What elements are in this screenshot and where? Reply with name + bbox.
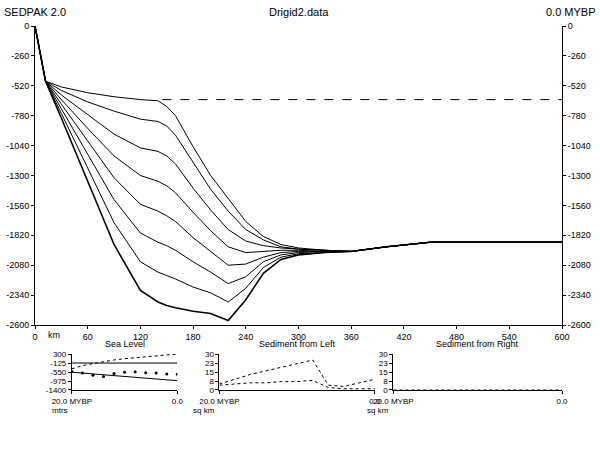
svg-text:-2340: -2340	[568, 290, 591, 300]
svg-text:300: 300	[53, 350, 67, 359]
svg-text:8: 8	[383, 377, 388, 386]
svg-text:180: 180	[186, 332, 201, 342]
svg-text:480: 480	[449, 332, 464, 342]
svg-text:-1300: -1300	[6, 171, 29, 181]
svg-text:30: 30	[205, 350, 214, 359]
svg-text:-2600: -2600	[6, 320, 29, 330]
svg-text:15: 15	[205, 368, 214, 377]
svg-text:0.0: 0.0	[369, 397, 381, 406]
svg-text:15: 15	[379, 368, 388, 377]
svg-text:sq km: sq km	[367, 406, 389, 415]
svg-text:0: 0	[568, 21, 573, 31]
svg-text:-1560: -1560	[6, 201, 29, 211]
svg-text:-1820: -1820	[6, 230, 29, 240]
svg-text:0.0 MYBP: 0.0 MYBP	[546, 6, 596, 18]
svg-text:-2340: -2340	[6, 290, 29, 300]
svg-text:240: 240	[238, 332, 253, 342]
svg-text:mtrs: mtrs	[52, 406, 68, 415]
svg-text:-520: -520	[568, 81, 586, 91]
svg-text:0: 0	[24, 21, 29, 31]
svg-text:-2080: -2080	[568, 260, 591, 270]
svg-text:20.0 MYBP: 20.0 MYBP	[373, 397, 413, 406]
svg-text:-550: -550	[50, 368, 67, 377]
svg-text:sq km: sq km	[193, 406, 215, 415]
svg-text:-1040: -1040	[568, 141, 591, 151]
svg-text:SEDPAK 2.0: SEDPAK 2.0	[4, 6, 66, 18]
svg-text:-1040: -1040	[6, 141, 29, 151]
svg-text:360: 360	[344, 332, 359, 342]
svg-text:-1820: -1820	[568, 230, 591, 240]
svg-text:23: 23	[205, 359, 214, 368]
svg-text:20.0 MYBP: 20.0 MYBP	[52, 397, 92, 406]
svg-text:Sediment from Right: Sediment from Right	[436, 339, 519, 349]
svg-text:30: 30	[379, 350, 388, 359]
svg-text:0.0: 0.0	[556, 397, 568, 406]
svg-text:-2600: -2600	[568, 320, 591, 330]
svg-text:20.0 MYBP: 20.0 MYBP	[199, 397, 239, 406]
svg-text:-260: -260	[568, 51, 586, 61]
svg-text:-2080: -2080	[6, 260, 29, 270]
svg-text:420: 420	[396, 332, 411, 342]
svg-text:Drigid2.data: Drigid2.data	[269, 6, 329, 18]
svg-text:300: 300	[291, 332, 306, 342]
svg-text:120: 120	[133, 332, 148, 342]
svg-text:-1300: -1300	[568, 171, 591, 181]
svg-text:Sea Level: Sea Level	[105, 339, 145, 349]
svg-text:0: 0	[209, 386, 214, 395]
svg-text:-1560: -1560	[568, 201, 591, 211]
svg-text:0: 0	[32, 332, 37, 342]
svg-text:0.0: 0.0	[172, 397, 184, 406]
svg-text:-975: -975	[50, 377, 67, 386]
svg-text:60: 60	[83, 332, 93, 342]
svg-text:8: 8	[209, 377, 214, 386]
svg-text:-780: -780	[11, 111, 29, 121]
svg-text:Sediment from Left: Sediment from Left	[259, 339, 336, 349]
svg-text:0: 0	[383, 386, 388, 395]
svg-text:23: 23	[379, 359, 388, 368]
svg-text:-520: -520	[11, 81, 29, 91]
svg-text:km: km	[48, 330, 60, 340]
svg-text:-780: -780	[568, 111, 586, 121]
svg-text:600: 600	[554, 332, 569, 342]
svg-text:-125: -125	[50, 359, 67, 368]
svg-text:540: 540	[502, 332, 517, 342]
svg-text:-260: -260	[11, 51, 29, 61]
svg-text:-1400: -1400	[46, 386, 67, 395]
